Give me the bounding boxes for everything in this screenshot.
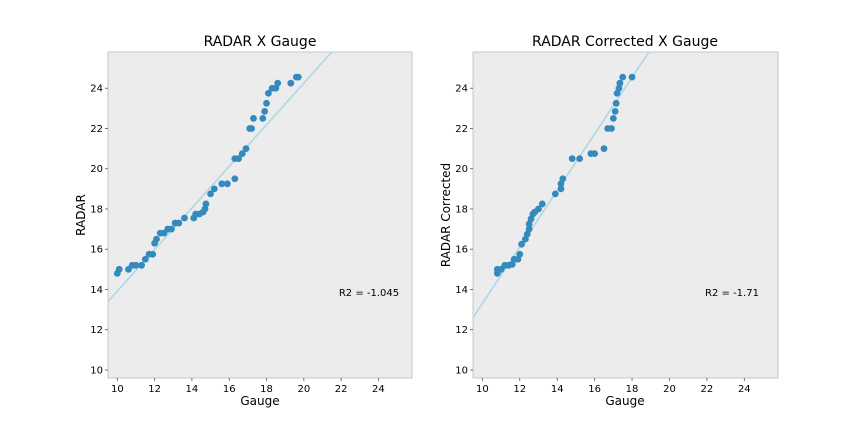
data-point <box>615 84 623 92</box>
data-point <box>138 261 145 269</box>
data-point <box>261 107 269 115</box>
data-point <box>218 180 226 188</box>
x-axis-label: Gauge <box>605 394 644 408</box>
data-point <box>238 150 246 158</box>
data-point <box>551 190 559 198</box>
chart-title: RADAR Corrected X Gauge <box>532 34 718 50</box>
y-tick-label: 14 <box>455 285 468 296</box>
x-tick-label: 22 <box>335 384 348 395</box>
y-tick-label: 24 <box>90 84 103 95</box>
y-tick-label: 16 <box>455 245 468 256</box>
y-axis-label: RADAR <box>74 194 88 236</box>
data-point <box>525 225 533 233</box>
data-point <box>287 79 295 87</box>
x-tick-label: 10 <box>111 384 124 395</box>
data-point <box>609 115 617 122</box>
data-point <box>223 180 231 188</box>
right-chart: RADAR Corrected X Gauge Gauge RADAR Corr… <box>439 34 779 408</box>
x-tick-label: 24 <box>372 384 385 395</box>
x-tick-label: 14 <box>551 384 564 395</box>
y-tick-label: 10 <box>90 365 103 376</box>
data-point <box>264 89 272 97</box>
data-point <box>248 125 256 132</box>
x-tick-label: 12 <box>513 384 526 395</box>
data-point <box>149 250 157 258</box>
plot-area <box>107 51 413 379</box>
r2-annotation: R2 = -1.71 <box>705 288 759 299</box>
data-point <box>242 145 250 152</box>
x-tick-label: 24 <box>738 384 751 395</box>
data-point <box>611 107 619 115</box>
data-point <box>132 261 140 269</box>
y-tick-label: 22 <box>90 124 103 135</box>
y-tick-label: 20 <box>90 164 103 175</box>
y-tick-label: 18 <box>455 204 468 215</box>
y-tick-label: 12 <box>90 325 103 336</box>
data-point <box>294 73 302 81</box>
data-point <box>568 155 576 163</box>
data-point <box>153 235 160 243</box>
plot-area <box>472 51 779 379</box>
data-point <box>557 185 565 193</box>
data-point <box>250 115 257 122</box>
x-tick-label: 22 <box>701 384 714 395</box>
y-tick-label: 18 <box>90 204 103 215</box>
data-point <box>616 79 624 87</box>
x-tick-label: 18 <box>626 384 639 395</box>
data-point <box>591 150 599 158</box>
data-point <box>612 99 620 107</box>
y-tick-label: 20 <box>455 164 468 175</box>
data-point <box>202 200 210 208</box>
data-point <box>535 205 542 213</box>
data-point <box>207 190 214 198</box>
data-point <box>518 240 526 248</box>
data-point <box>516 250 524 258</box>
data-point <box>175 219 183 227</box>
x-axis-label: Gauge <box>240 394 279 408</box>
left-chart: RADAR X Gauge Gauge RADAR 10 12 14 16 18 20 22… <box>74 34 413 408</box>
y-tick-label: 12 <box>455 325 468 336</box>
data-point <box>274 79 282 87</box>
chart-title: RADAR X Gauge <box>204 34 317 50</box>
y-tick-label: 22 <box>455 124 468 135</box>
y-tick-label: 24 <box>455 84 468 95</box>
data-point <box>628 73 636 81</box>
data-point <box>115 265 123 273</box>
data-point <box>600 145 608 152</box>
data-point <box>619 73 627 81</box>
x-tick-label: 16 <box>223 384 236 395</box>
x-tick-label: 18 <box>260 384 273 395</box>
x-tick-label: 20 <box>297 384 310 395</box>
data-point <box>168 225 175 233</box>
x-tick-label: 12 <box>148 384 161 395</box>
y-tick-label: 14 <box>90 285 103 296</box>
data-point <box>559 175 567 183</box>
x-tick-label: 16 <box>588 384 601 395</box>
data-point <box>201 205 209 213</box>
y-tick-label: 10 <box>455 365 468 376</box>
data-point <box>538 200 546 208</box>
data-point <box>141 255 149 263</box>
y-tick-label: 16 <box>90 245 103 256</box>
data-point <box>608 125 615 132</box>
x-tick-label: 10 <box>476 384 489 395</box>
x-tick-label: 14 <box>186 384 199 395</box>
y-axis-label: RADAR Corrected <box>439 163 453 267</box>
data-point <box>576 155 584 163</box>
data-point <box>263 99 270 107</box>
data-point <box>210 185 218 193</box>
data-point <box>181 214 188 222</box>
data-point <box>235 155 242 163</box>
x-tick-label: 20 <box>663 384 676 395</box>
data-point <box>259 115 267 122</box>
data-point <box>231 175 239 183</box>
r2-annotation: R2 = -1.045 <box>339 288 399 299</box>
